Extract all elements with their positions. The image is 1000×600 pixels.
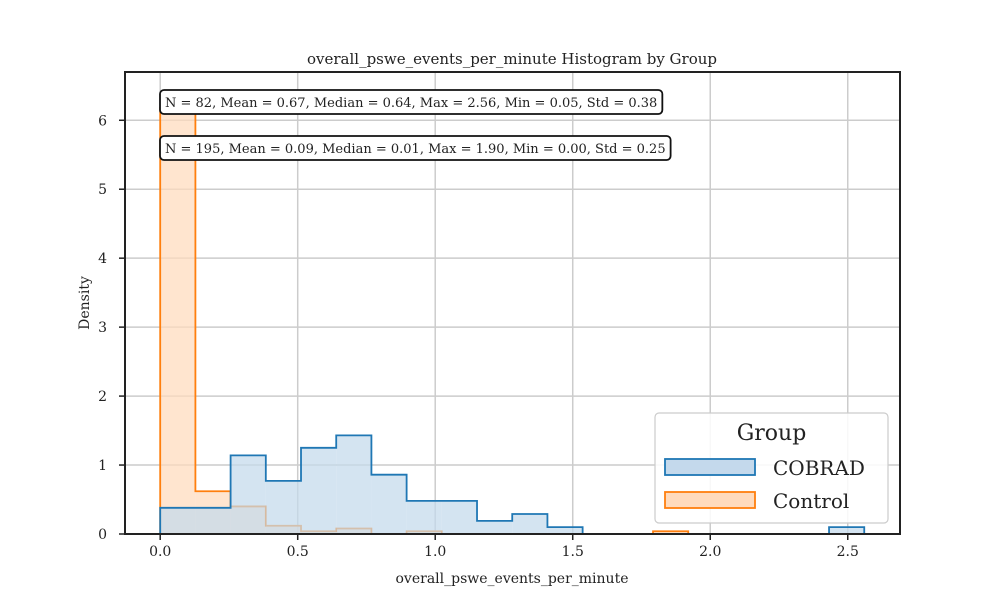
chart-title: overall_pswe_events_per_minute Histogram… [307,50,717,68]
legend-item: COBRAD [664,456,865,480]
x-axis-ticks: 0.0 0.5 1.0 1.5 2.0 2.5 [149,534,859,560]
x-tick-label: 2.5 [837,544,859,560]
stats-text: N = 195, Mean = 0.09, Median = 0.01, Max… [165,142,666,157]
stats-box-frame [159,89,664,115]
histogram-bar [371,474,407,534]
histogram-bar [336,435,372,534]
y-axis-label: Density [77,276,93,330]
x-tick-label: 0.5 [287,544,309,560]
legend-item: Control [664,489,849,513]
legend-label: Control [773,489,849,513]
histogram-bar [301,447,337,534]
legend-label: COBRAD [773,456,865,480]
histogram-bar [653,531,689,534]
y-tick-label: 2 [98,389,107,405]
stats-text: N = 82, Mean = 0.67, Median = 0.64, Max … [165,96,657,111]
x-tick-label: 1.5 [562,544,584,560]
series-cobrad [159,434,866,535]
histogram-bar [829,527,865,534]
plot-frame [124,71,901,535]
stats-box: N = 82, Mean = 0.67, Median = 0.64, Max … [159,89,664,115]
histogram-bar [441,500,478,534]
y-tick-label: 6 [98,113,107,129]
histogram-bar [406,500,442,534]
histogram-bar [160,107,196,534]
x-axis-label: overall_pswe_events_per_minute [396,571,629,587]
legend-swatch [664,491,756,509]
stats-box-frame [159,135,672,161]
histogram-bar [477,520,513,534]
grid [125,72,900,535]
legend-swatch [664,458,756,476]
y-tick-label: 1 [98,458,107,474]
histogram-bar [195,507,231,534]
y-tick-label: 4 [98,251,107,267]
histogram-bar [265,480,302,534]
y-tick-label: 0 [98,527,107,543]
y-tick-label: 5 [98,182,107,198]
histogram-bar [547,527,583,534]
histogram-bar [230,455,266,534]
y-tick-label: 3 [98,320,107,336]
x-tick-label: 1.0 [424,544,446,560]
histogram-bar [512,514,548,534]
legend: Group COBRAD Control [654,412,889,524]
legend-title: Group [737,421,807,446]
stats-annotations: N = 82, Mean = 0.67, Median = 0.64, Max … [159,89,672,161]
x-tick-label: 0.0 [149,544,171,560]
y-axis-ticks: 0 1 2 3 4 5 6 [98,113,125,543]
stats-box: N = 195, Mean = 0.09, Median = 0.01, Max… [159,135,672,161]
histogram-bar [160,507,196,534]
x-tick-label: 2.0 [699,544,721,560]
